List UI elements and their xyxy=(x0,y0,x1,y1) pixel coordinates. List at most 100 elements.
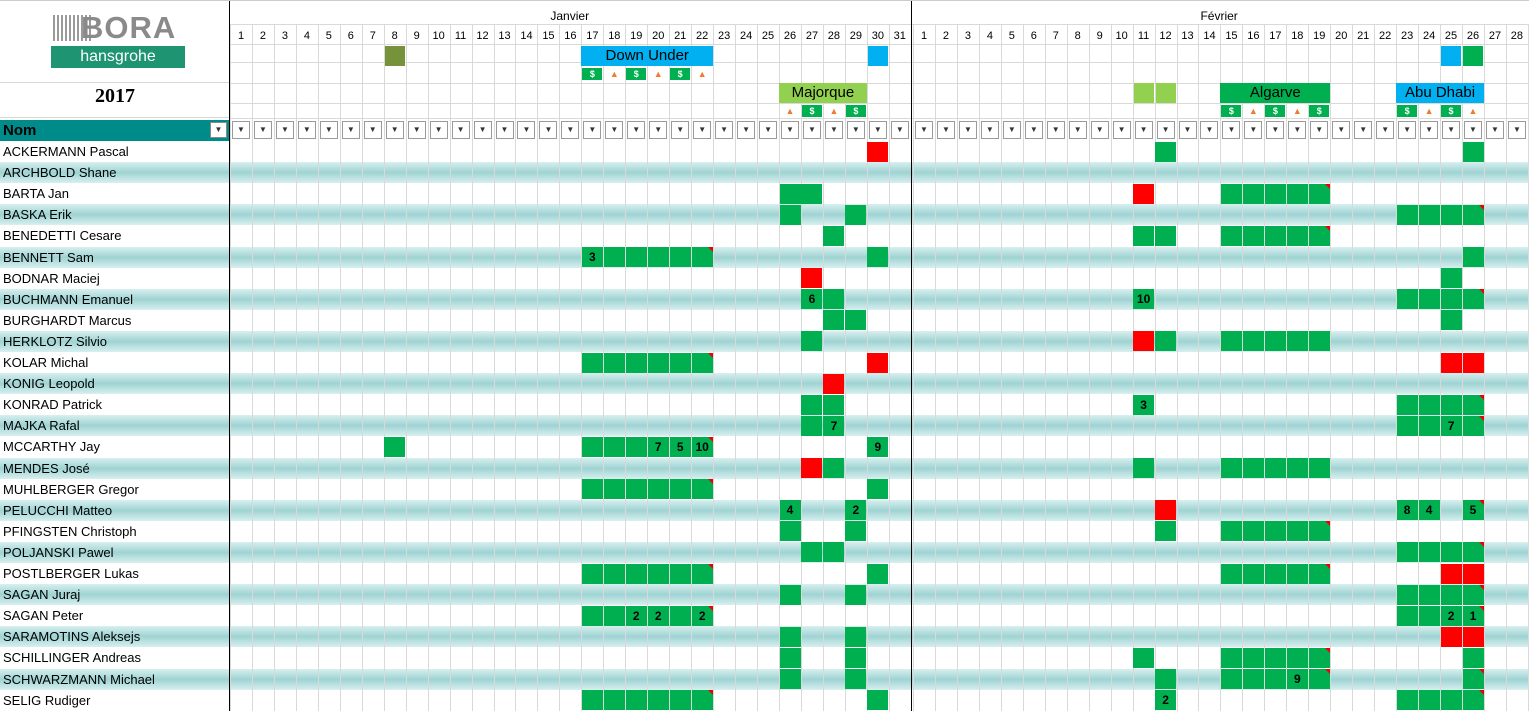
race-cell[interactable] xyxy=(669,563,691,584)
race-cell[interactable] xyxy=(625,690,647,711)
race-cell[interactable] xyxy=(1462,584,1484,605)
race-cell[interactable] xyxy=(801,394,823,415)
race-cell[interactable] xyxy=(1418,289,1440,310)
filter-dropdown-icon[interactable]: ▼ xyxy=(1178,121,1197,139)
race-cell[interactable] xyxy=(1396,415,1418,436)
race-cell[interactable] xyxy=(1308,331,1330,352)
race-cell[interactable] xyxy=(1308,563,1330,584)
rider-name[interactable]: BURGHARDT Marcus xyxy=(3,312,132,328)
rider-name[interactable]: POSTLBERGER Lukas xyxy=(3,566,139,581)
name-column-header[interactable]: Nom ▼ xyxy=(0,120,229,141)
race-cell[interactable] xyxy=(1155,669,1177,689)
filter-dropdown-icon[interactable]: ▼ xyxy=(1332,121,1351,139)
race-cell[interactable]: 9 xyxy=(867,436,889,457)
filter-dropdown-icon[interactable]: ▼ xyxy=(451,121,470,139)
race-cell[interactable] xyxy=(647,479,669,500)
race-cell[interactable] xyxy=(603,247,625,267)
race-cell[interactable] xyxy=(1462,141,1484,162)
race-cell[interactable] xyxy=(1242,331,1264,352)
filter-dropdown-icon[interactable]: ▼ xyxy=(915,121,933,139)
absence-cell[interactable] xyxy=(801,458,823,478)
race-cell[interactable] xyxy=(1286,647,1308,668)
race-cell[interactable] xyxy=(603,563,625,584)
race-cell[interactable] xyxy=(691,352,713,373)
race-cell[interactable] xyxy=(1308,521,1330,542)
filter-dropdown-icon[interactable]: ▼ xyxy=(1310,121,1329,139)
race-cell[interactable]: 10 xyxy=(1133,289,1155,310)
race-cell[interactable] xyxy=(669,605,691,626)
race-cell[interactable] xyxy=(1264,521,1286,542)
race-cell[interactable] xyxy=(1462,394,1484,415)
race-cell[interactable]: 2 xyxy=(1440,605,1462,626)
race-cell[interactable]: 4 xyxy=(779,500,801,521)
race-cell[interactable] xyxy=(1220,521,1242,542)
race-cell[interactable] xyxy=(669,479,691,500)
absence-cell[interactable] xyxy=(1133,183,1155,204)
filter-dropdown-icon[interactable]: ▼ xyxy=(1507,121,1526,139)
race-cell[interactable] xyxy=(823,225,845,246)
absence-cell[interactable] xyxy=(1440,563,1462,584)
race-cell[interactable]: 8 xyxy=(1396,500,1418,521)
race-cell[interactable] xyxy=(603,690,625,711)
rider-name[interactable]: SCHWARZMANN Michael xyxy=(3,671,155,687)
filter-dropdown-icon[interactable]: ▼ xyxy=(1420,121,1439,139)
race-cell[interactable] xyxy=(1220,331,1242,352)
race-cell[interactable] xyxy=(1418,584,1440,605)
race-cell[interactable] xyxy=(647,690,669,711)
event-marker[interactable] xyxy=(1155,83,1176,103)
race-cell[interactable] xyxy=(625,352,647,373)
filter-dropdown-icon[interactable]: ▼ xyxy=(781,121,799,139)
race-cell[interactable] xyxy=(691,247,713,267)
filter-dropdown-icon[interactable]: ▼ xyxy=(649,121,668,139)
rider-name[interactable]: KONIG Leopold xyxy=(3,376,95,392)
rider-name[interactable]: BUCHMANN Emanuel xyxy=(3,291,134,307)
race-cell[interactable] xyxy=(779,669,801,689)
race-cell[interactable] xyxy=(691,690,713,711)
race-cell[interactable] xyxy=(1308,183,1330,204)
race-cell[interactable] xyxy=(779,204,801,225)
race-cell[interactable] xyxy=(1418,415,1440,436)
race-cell[interactable] xyxy=(1155,141,1177,162)
filter-dropdown-icon[interactable]: ▼ xyxy=(253,121,272,139)
filter-dropdown-icon[interactable]: ▼ xyxy=(1156,121,1175,139)
filter-dropdown-icon[interactable]: ▼ xyxy=(1068,121,1087,139)
rider-name[interactable]: KONRAD Patrick xyxy=(3,397,102,413)
race-cell[interactable] xyxy=(581,479,603,500)
rider-name[interactable]: SARAMOTINS Aleksejs xyxy=(3,629,141,645)
absence-cell[interactable] xyxy=(1133,331,1155,352)
race-cell[interactable] xyxy=(1418,605,1440,626)
race-cell[interactable] xyxy=(1286,521,1308,542)
race-cell[interactable] xyxy=(867,247,889,267)
filter-dropdown-icon[interactable]: ▼ xyxy=(1464,121,1482,139)
filter-dropdown-icon[interactable]: ▼ xyxy=(1112,121,1131,139)
filter-dropdown-icon[interactable]: ▼ xyxy=(936,121,955,139)
race-cell[interactable] xyxy=(1462,690,1484,711)
filter-dropdown-icon[interactable]: ▼ xyxy=(275,121,294,139)
race-cell[interactable] xyxy=(1308,669,1330,689)
race-cell[interactable]: 7 xyxy=(823,415,845,436)
race-cell[interactable] xyxy=(1462,247,1484,267)
rider-name[interactable]: BENEDETTI Cesare xyxy=(3,228,122,244)
filter-dropdown-icon[interactable]: ▼ xyxy=(868,121,887,139)
race-cell[interactable] xyxy=(625,479,647,500)
filter-dropdown-icon[interactable]: ▼ xyxy=(539,121,558,139)
race-cell[interactable] xyxy=(1308,225,1330,246)
rider-name[interactable]: MUHLBERGER Gregor xyxy=(3,481,139,497)
absence-cell[interactable] xyxy=(867,352,889,373)
absence-cell[interactable] xyxy=(1462,352,1484,373)
race-cell[interactable] xyxy=(1308,458,1330,478)
race-cell[interactable] xyxy=(625,563,647,584)
filter-dropdown-icon[interactable]: ▼ xyxy=(715,121,734,139)
race-cell[interactable] xyxy=(867,563,889,584)
race-cell[interactable]: 6 xyxy=(801,289,823,310)
race-cell[interactable] xyxy=(1264,331,1286,352)
event-marker[interactable] xyxy=(1133,83,1154,103)
race-cell[interactable] xyxy=(581,352,603,373)
filter-dropdown-icon[interactable]: ▼ xyxy=(1485,121,1504,139)
rider-name[interactable]: HERKLOTZ Silvio xyxy=(3,333,108,349)
filter-dropdown-icon[interactable]: ▼ xyxy=(1266,121,1285,139)
race-cell[interactable] xyxy=(1418,690,1440,711)
race-cell[interactable]: 2 xyxy=(691,605,713,626)
absence-cell[interactable] xyxy=(823,373,845,394)
filter-dropdown-icon[interactable]: ▼ xyxy=(1288,121,1307,139)
